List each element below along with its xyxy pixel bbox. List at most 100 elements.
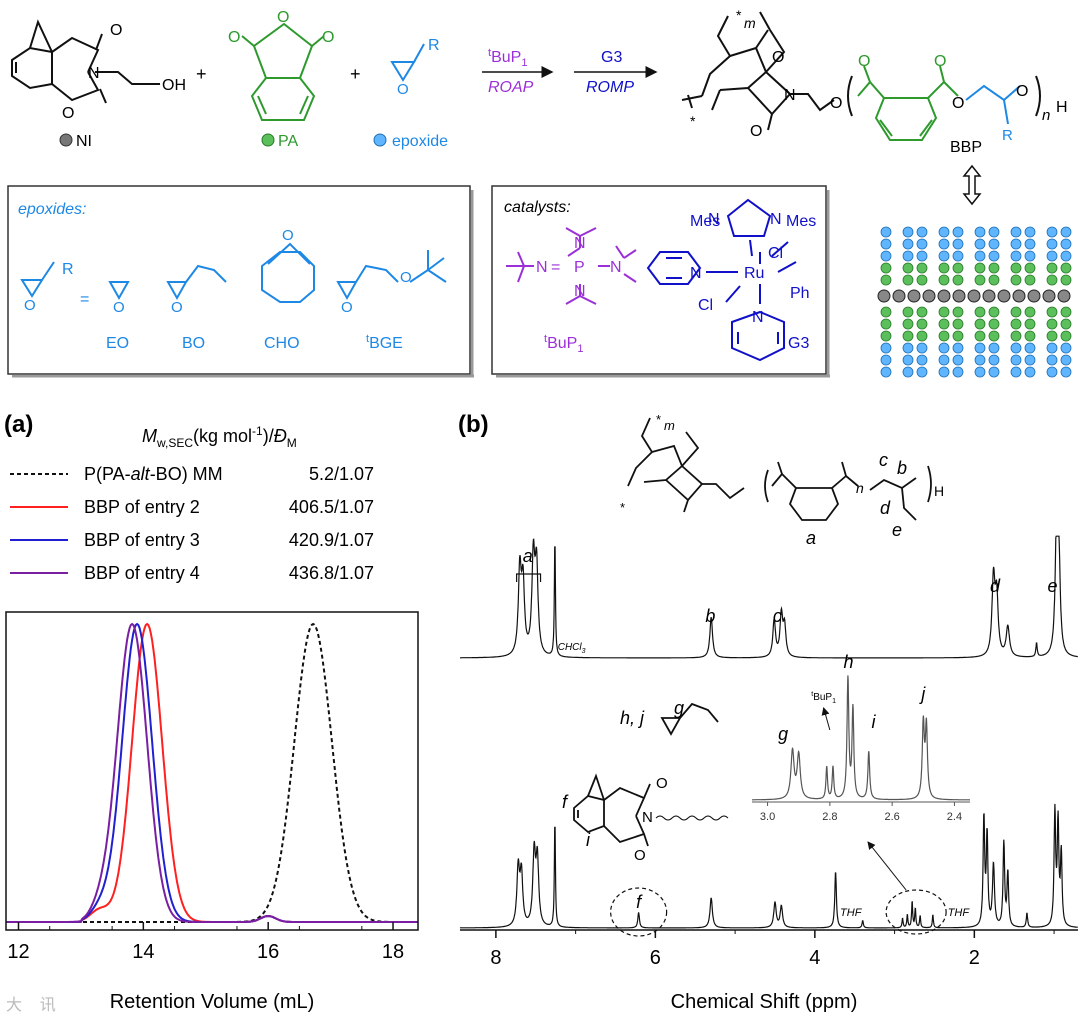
bbp-o-2: O	[750, 123, 762, 140]
brush-backbone-bead	[952, 289, 966, 303]
epoxides-o-0: O	[24, 297, 36, 314]
tbup1-n-left: N	[536, 259, 548, 276]
brush-bead	[974, 366, 986, 378]
brush-bead	[1046, 250, 1058, 262]
bbp-o-6: O	[952, 95, 964, 112]
brush-bead	[1010, 262, 1022, 274]
brush-bead	[938, 318, 950, 330]
nmr-plot-area: 8 6 4 2 a CHCl3 b c d e f THF THF	[459, 535, 1078, 969]
brush-bead	[974, 354, 986, 366]
brush-bead	[902, 250, 914, 262]
g3-ph: Ph	[790, 285, 810, 302]
brush-bead	[880, 318, 892, 330]
bbp-n: N	[784, 87, 796, 104]
nmr-ni-o2: O	[634, 847, 646, 864]
peak-label-b: b	[705, 606, 715, 626]
brush-bead	[988, 342, 1000, 354]
g3-mes-left: Mes	[690, 213, 720, 230]
g3-structure	[646, 198, 797, 362]
bbp-star-bottom: *	[690, 113, 696, 129]
nmr-ni-n: N	[642, 809, 653, 826]
brush-bead	[938, 342, 950, 354]
brush-bead	[1046, 342, 1058, 354]
inset-peak-label-i: i	[871, 712, 876, 732]
tbup1-n-top: N	[574, 235, 586, 252]
brush-bead	[902, 330, 914, 342]
brush-bead	[974, 306, 986, 318]
brush-bead	[1024, 330, 1036, 342]
brush-bead	[974, 238, 986, 250]
brush-bead	[938, 330, 950, 342]
brush-backbone-bead	[967, 289, 981, 303]
brush-bead	[952, 250, 964, 262]
solvent-label-thf-2: THF	[948, 907, 971, 919]
ni-o-bottom: O	[62, 105, 74, 122]
brush-bead	[952, 318, 964, 330]
brush-bead	[1010, 318, 1022, 330]
epoxide-bead-icon	[373, 133, 387, 147]
reaction-scheme: O O N OH NI + O O O PA + R O epoxide	[7, 7, 1072, 378]
epoxides-r: R	[62, 261, 74, 278]
gpc-x-tick-label: 16	[257, 941, 279, 963]
brush-bead	[880, 238, 892, 250]
brush-backbone-bead	[997, 289, 1011, 303]
brush-bead	[880, 306, 892, 318]
brush-bead	[1046, 318, 1058, 330]
brush-bead	[880, 262, 892, 274]
plus-2: +	[350, 64, 361, 84]
brush-bead	[916, 262, 928, 274]
step1-catalyst: tBuP1	[488, 47, 527, 69]
bbp-o-3: O	[830, 95, 842, 112]
brush-bead	[1024, 342, 1036, 354]
bbp-star-top: *	[736, 7, 742, 23]
gpc-trace	[6, 622, 418, 923]
inset-peak-label-j: j	[918, 684, 926, 704]
brush-bead	[1024, 274, 1036, 286]
panel-a-gpc: (a) Mw,SEC(kg mol-1)/ĐM P(PA-alt-BO) MM 5…	[4, 411, 419, 1013]
gpc-x-tick-label: 12	[7, 941, 29, 963]
panel-b-letter: (b)	[458, 411, 489, 438]
tbup1-p: P	[574, 259, 585, 276]
brush-backbone-bead	[892, 289, 906, 303]
repeat-bracket-right	[1035, 75, 1041, 117]
epoxide-label: epoxide	[392, 133, 448, 150]
legend-label: BBP of entry 4	[84, 563, 200, 583]
inset-tbup1-arrow	[821, 707, 831, 731]
brush-bead	[938, 306, 950, 318]
brush-bead	[1046, 366, 1058, 378]
brush-bead	[1010, 330, 1022, 342]
brush-bead	[916, 354, 928, 366]
gpc-x-tick-label: 18	[382, 941, 404, 963]
brush-bead	[988, 274, 1000, 286]
bbp-pa-unit	[857, 65, 959, 141]
solvent-label-thf-1: THF	[840, 907, 863, 919]
brush-backbone-bead	[1057, 289, 1071, 303]
brush-bead	[1060, 366, 1072, 378]
gpc-legend-header: Mw,SEC(kg mol-1)/ĐM	[142, 424, 297, 450]
ni-label: NI	[76, 133, 92, 150]
brush-backbone-bead	[1012, 289, 1026, 303]
brush-bead	[974, 274, 986, 286]
brush-bead	[1010, 342, 1022, 354]
brush-bead	[902, 226, 914, 238]
brush-bead	[902, 318, 914, 330]
g3-n-right: N	[770, 211, 782, 228]
brush-bead	[952, 306, 964, 318]
brush-bead	[974, 318, 986, 330]
epoxides-box	[7, 185, 471, 375]
brush-bead	[1024, 318, 1036, 330]
brush-bead	[952, 330, 964, 342]
nmr-struct-c: c	[879, 450, 888, 470]
brush-bead	[938, 354, 950, 366]
brush-bead	[916, 366, 928, 378]
nmr-bo-structure	[660, 702, 719, 736]
epoxide-name-bge: tBGE	[366, 333, 403, 352]
gpc-trace	[6, 622, 418, 923]
nmr-x-tick-label: 2	[969, 947, 980, 969]
epoxides-equals: =	[80, 291, 89, 308]
nmr-x-axis-label: Chemical Shift (ppm)	[671, 991, 858, 1013]
tbup1-n-right: N	[610, 259, 622, 276]
